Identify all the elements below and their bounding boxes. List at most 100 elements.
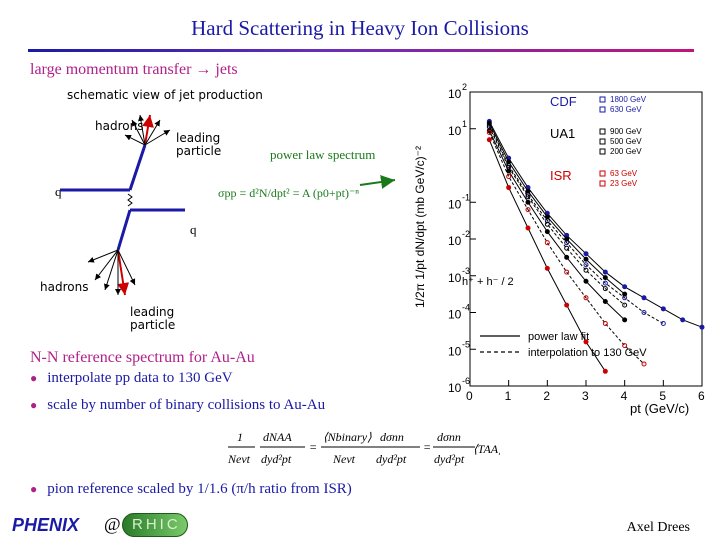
data-point bbox=[622, 291, 628, 297]
hadron-track bbox=[131, 119, 146, 146]
slide-title: Hard Scattering in Heavy Ion Collisions bbox=[191, 16, 529, 40]
plot-area: 0 1 2 3 4 5 610 210 110 -110 -210 -310 -410 -510 -6CDF… bbox=[448, 82, 705, 403]
y-tick-label: 10 bbox=[448, 344, 462, 358]
data-point bbox=[602, 368, 608, 374]
hadron-track bbox=[144, 119, 161, 146]
data-point bbox=[564, 254, 570, 260]
q-right-label: q bbox=[190, 222, 197, 237]
y-tick-label: 10 bbox=[448, 234, 462, 248]
legend-entry: 630 GeV bbox=[610, 105, 642, 114]
rhic-logo bbox=[122, 513, 188, 537]
hadron-track bbox=[104, 249, 119, 291]
svg-text:=: = bbox=[309, 440, 317, 454]
phenix-logo-text: PHENIX bbox=[12, 515, 80, 535]
fit-curve bbox=[488, 132, 645, 365]
eq-rhs-num: dσnn bbox=[437, 430, 461, 444]
rhic-logo-text: RHIC bbox=[132, 516, 181, 533]
data-point bbox=[486, 129, 492, 135]
hadron-track bbox=[94, 249, 119, 281]
eq-mid-den: Nevt bbox=[332, 452, 356, 466]
data-point bbox=[544, 265, 550, 271]
schematic-caption: schematic view of jet production bbox=[67, 88, 263, 102]
y-tick-exponent: -6 bbox=[462, 376, 470, 386]
data-point bbox=[544, 214, 550, 220]
gluon-exchange bbox=[127, 193, 133, 207]
legend-group-title: CDF bbox=[550, 94, 577, 109]
legend-marker bbox=[599, 170, 606, 177]
data-point bbox=[583, 251, 589, 257]
line-legend-label: power law fit bbox=[528, 331, 589, 343]
hadrons-top-label: hadrons bbox=[95, 119, 144, 133]
x-tick-label: 4 bbox=[621, 389, 628, 403]
particle-top-label: particle bbox=[176, 144, 222, 158]
legend-group-title: ISR bbox=[550, 168, 572, 183]
outgoing-parton-down bbox=[116, 209, 132, 251]
leading-top-label: leading bbox=[176, 131, 221, 145]
chart-annotation: h⁺ + h⁻ / 2 bbox=[462, 276, 514, 288]
chart-background bbox=[410, 78, 715, 423]
eq-mid-num: ⟨Nbinary⟩ bbox=[323, 430, 372, 444]
x-tick-label: 2 bbox=[543, 389, 550, 403]
x-tick-label: 5 bbox=[659, 389, 666, 403]
at-symbol: @ bbox=[104, 514, 121, 534]
legend-marker bbox=[599, 128, 606, 135]
eq-rhs-factor: ⟨TAA⟩ bbox=[473, 442, 500, 456]
data-point bbox=[602, 321, 608, 327]
data-point bbox=[564, 236, 570, 242]
data-point bbox=[583, 278, 589, 284]
scaling-equation: 1 Nevt dNAA dyd²pt = ⟨Nbinary⟩ Nevt dσnn… bbox=[227, 430, 500, 466]
data-point bbox=[544, 221, 550, 227]
y-tick-label: 10 bbox=[448, 308, 462, 322]
y-tick-label: 10 bbox=[448, 124, 462, 138]
legend-marker bbox=[599, 96, 606, 103]
eq-mid2-num: dσnn bbox=[380, 430, 404, 444]
legend-group-title: UA1 bbox=[550, 126, 575, 141]
eq-lhs-den: Nevt bbox=[227, 452, 251, 466]
x-tick-label: 1 bbox=[505, 389, 512, 403]
data-point bbox=[602, 269, 608, 275]
legend-entry: 23 GeV bbox=[610, 179, 638, 188]
fit-curve bbox=[488, 130, 626, 321]
x-tick-label: 6 bbox=[698, 389, 705, 403]
bullet-item: ● pion reference scaled by 1/1.6 (π/h rat… bbox=[30, 481, 352, 497]
q-left-label: q bbox=[55, 184, 62, 199]
eq-lhs-frac-den: dyd²pt bbox=[261, 452, 292, 466]
data-point bbox=[583, 256, 589, 262]
data-point bbox=[602, 286, 608, 292]
x-tick-label: 0 bbox=[466, 389, 473, 403]
data-point bbox=[544, 229, 550, 235]
hadron-track bbox=[87, 249, 119, 263]
data-point bbox=[641, 361, 647, 367]
data-point bbox=[583, 295, 589, 301]
bullet-item: ● scale by number of binary collisions to… bbox=[30, 397, 326, 413]
eq-lhs-frac-num: dNAA bbox=[263, 430, 292, 444]
hadron-track bbox=[138, 114, 146, 146]
data-point bbox=[622, 302, 628, 308]
pointer-arrow bbox=[359, 175, 396, 189]
title-underline bbox=[28, 49, 694, 52]
legend-marker bbox=[599, 138, 606, 145]
data-point bbox=[583, 262, 589, 268]
section-heading: N-N reference spectrum for Au-Au bbox=[30, 349, 255, 366]
x-axis-label: pt (GeV/c) bbox=[630, 401, 689, 416]
eq-lhs-num: 1 bbox=[237, 430, 243, 444]
phenix-rhic-logo: PHENIX @ RHIC bbox=[12, 513, 188, 539]
data-point bbox=[506, 168, 512, 174]
data-point bbox=[564, 302, 570, 308]
bullet-item: ● interpolate pp data to 130 GeV bbox=[30, 370, 233, 386]
data-point bbox=[699, 324, 705, 330]
data-point bbox=[564, 245, 570, 251]
data-point bbox=[660, 306, 666, 312]
author: Axel Drees bbox=[626, 520, 690, 535]
particle-bottom-label: particle bbox=[130, 318, 176, 332]
hadron-track bbox=[117, 249, 136, 286]
fit-curve bbox=[488, 124, 664, 324]
outgoing-parton-up bbox=[128, 144, 147, 191]
fit-curve bbox=[488, 123, 625, 295]
hadrons-bottom-label: hadrons bbox=[40, 280, 89, 294]
legend-marker bbox=[599, 180, 606, 187]
y-tick-exponent: -4 bbox=[462, 303, 470, 313]
pt-spectrum-chart: 0 1 2 3 4 5 610 210 110 -110 -210 -310 -410 -510 -6CDF… bbox=[410, 78, 715, 423]
fit-curve bbox=[488, 121, 703, 328]
legend-entry: 63 GeV bbox=[610, 169, 638, 178]
